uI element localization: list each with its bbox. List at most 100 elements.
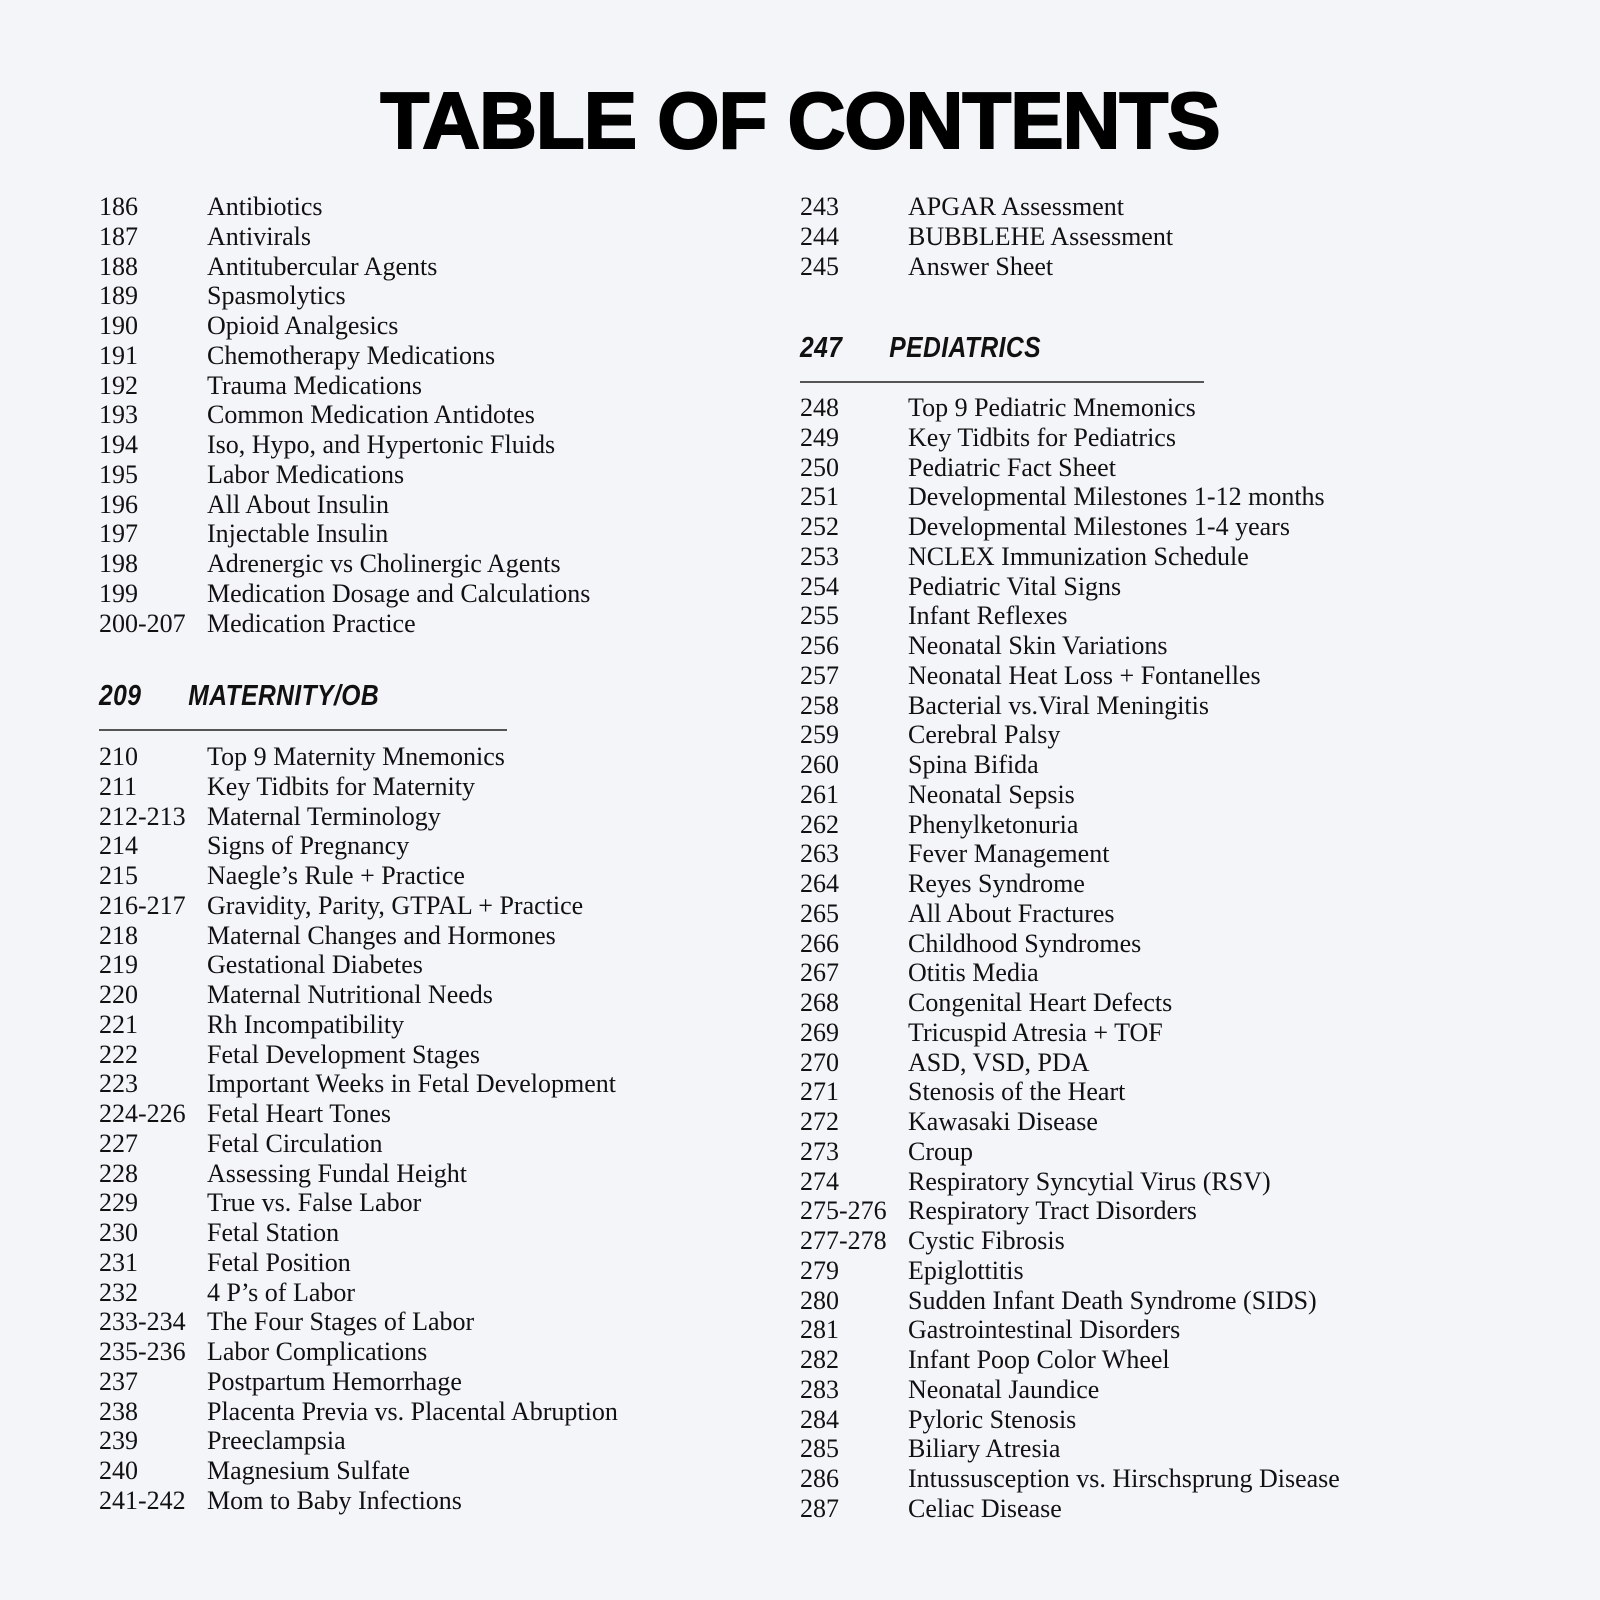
entry-page: 249	[800, 422, 839, 452]
toc-entry: 189 Spasmolytics	[99, 281, 590, 311]
entry-title: Croup	[908, 1136, 973, 1166]
entry-title: Biliary Atresia	[908, 1434, 1061, 1464]
entry-title: Adrenergic vs Cholinergic Agents	[207, 549, 561, 578]
entry-title: Labor Medications	[207, 459, 405, 489]
toc-entry: 272 Kawasaki Disease	[800, 1107, 1340, 1137]
toc-entry: 218 Maternal Changes and Hormones	[99, 921, 618, 951]
entry-title: True vs. False Labor	[207, 1188, 422, 1218]
toc-entry: 216-217 Gravidity, Parity, GTPAL + Practi…	[99, 891, 618, 921]
toc-entry: 224-226 Fetal Heart Tones	[99, 1099, 618, 1129]
entry-page: 277-278	[800, 1226, 887, 1255]
entry-page: 232	[99, 1277, 138, 1307]
entry-title: Stenosis of the Heart	[908, 1077, 1126, 1107]
entry-title: Neonatal Jaundice	[908, 1374, 1100, 1404]
entry-page: 258	[800, 690, 839, 720]
toc-entry: 283 Neonatal Jaundice	[800, 1375, 1340, 1405]
toc-entry: 197 Injectable Insulin	[99, 519, 590, 549]
entry-title: Neonatal Heat Loss + Fontanelles	[908, 660, 1261, 690]
entry-page: 214	[99, 831, 138, 861]
toc-entry: 274 Respiratory Syncytial Virus (RSV)	[800, 1167, 1340, 1197]
entry-page: 190	[99, 311, 138, 340]
toc-entry: 187 Antivirals	[99, 222, 590, 252]
entry-title: Kawasaki Disease	[908, 1107, 1098, 1136]
toc-entry: 196 All About Insulin	[99, 490, 590, 520]
toc-entry: 211 Key Tidbits for Maternity	[99, 772, 618, 802]
entry-title: Postpartum Hemorrhage	[207, 1366, 462, 1396]
entry-title: Key Tidbits for Maternity	[207, 771, 475, 801]
toc-entry: 265 All About Fractures	[800, 899, 1340, 929]
entry-title: Celiac Disease	[908, 1493, 1062, 1523]
entry-title: Developmental Milestones 1-12 months	[908, 482, 1325, 512]
entry-title: Neonatal Sepsis	[908, 779, 1075, 809]
section-title: MATERNITY/OB	[188, 680, 380, 712]
toc-entry: 279 Epiglottitis	[800, 1256, 1340, 1286]
entry-page: 221	[99, 1009, 138, 1039]
toc-entry: 250 Pediatric Fact Sheet	[800, 453, 1340, 483]
section-heading-pediatrics: 247 PEDIATRICS	[800, 332, 1041, 365]
entry-title: Chemotherapy Medications	[207, 340, 496, 370]
entry-page: 227	[99, 1128, 138, 1158]
toc-entry: 277-278 Cystic Fibrosis	[800, 1226, 1340, 1256]
entry-page: 271	[800, 1077, 839, 1107]
entry-page: 254	[800, 571, 839, 601]
entry-title: Maternal Terminology	[207, 801, 441, 831]
entry-page: 285	[800, 1434, 839, 1464]
entry-page: 189	[99, 281, 138, 311]
toc-entry: 263 Fever Management	[800, 839, 1340, 869]
entry-title: Congenital Heart Defects	[908, 988, 1173, 1017]
entry-title: All About Insulin	[207, 489, 390, 519]
entry-page: 283	[800, 1374, 839, 1404]
entry-title: Answer Sheet	[908, 251, 1054, 281]
entry-page: 264	[800, 869, 839, 898]
entry-page: 272	[800, 1107, 839, 1136]
entry-page: 261	[800, 779, 839, 809]
entry-page: 287	[800, 1493, 839, 1523]
entry-title: Bacterial vs.Viral Meningitis	[908, 690, 1209, 720]
entry-page: 199	[99, 578, 138, 608]
toc-entry: 261 Neonatal Sepsis	[800, 780, 1340, 810]
entry-page: 268	[800, 988, 839, 1017]
toc-entry: 284 Pyloric Stenosis	[800, 1405, 1340, 1435]
toc-entry: 215 Naegle’s Rule + Practice	[99, 861, 618, 891]
toc-entry: 254 Pediatric Vital Signs	[800, 572, 1340, 602]
entry-title: Spina Bifida	[908, 750, 1039, 779]
entry-page: 263	[800, 839, 839, 869]
entry-title: Magnesium Sulfate	[207, 1456, 410, 1485]
entry-page: 240	[99, 1456, 138, 1485]
toc-entry: 287 Celiac Disease	[800, 1494, 1340, 1524]
entry-title: ASD, VSD, PDA	[908, 1047, 1090, 1077]
entry-page: 188	[99, 251, 138, 281]
entry-title: Iso, Hypo, and Hypertonic Fluids	[207, 430, 556, 459]
entry-page: 212-213	[99, 801, 186, 831]
entry-title: Gastrointestinal Disorders	[908, 1315, 1181, 1345]
toc-entry: 266 Childhood Syndromes	[800, 929, 1340, 959]
entry-page: 248	[800, 393, 839, 422]
entry-page: 253	[800, 541, 839, 571]
entry-page: 230	[99, 1218, 138, 1247]
toc-entry: 270 ASD, VSD, PDA	[800, 1048, 1340, 1078]
entry-page: 269	[800, 1017, 839, 1047]
section-divider	[99, 729, 507, 731]
entry-page: 195	[99, 459, 138, 489]
entry-title: Gestational Diabetes	[207, 950, 423, 980]
toc-entry: 259 Cerebral Palsy	[800, 720, 1340, 750]
toc-entry: 281 Gastrointestinal Disorders	[800, 1315, 1340, 1345]
toc-entry: 264 Reyes Syndrome	[800, 869, 1340, 899]
toc-entry: 186 Antibiotics	[99, 192, 590, 222]
entry-title: Cystic Fibrosis	[908, 1226, 1065, 1255]
toc-entry: 255 Infant Reflexes	[800, 601, 1340, 631]
toc-entry: 257 Neonatal Heat Loss + Fontanelles	[800, 661, 1340, 691]
entry-title: Tricuspid Atresia + TOF	[908, 1017, 1163, 1047]
toc-entry: 282 Infant Poop Color Wheel	[800, 1345, 1340, 1375]
entry-page: 270	[800, 1047, 839, 1077]
entry-page: 194	[99, 430, 138, 459]
toc-entry: 191 Chemotherapy Medications	[99, 341, 590, 371]
entry-page: 196	[99, 489, 138, 519]
toc-entry: 241-242 Mom to Baby Infections	[99, 1486, 618, 1516]
toc-entry: 240 Magnesium Sulfate	[99, 1456, 618, 1486]
entry-title: Neonatal Skin Variations	[908, 631, 1168, 660]
entry-title: APGAR Assessment	[908, 192, 1124, 221]
entry-title: Key Tidbits for Pediatrics	[908, 422, 1176, 452]
entry-title: Naegle’s Rule + Practice	[207, 861, 465, 890]
entry-page: 255	[800, 601, 839, 631]
